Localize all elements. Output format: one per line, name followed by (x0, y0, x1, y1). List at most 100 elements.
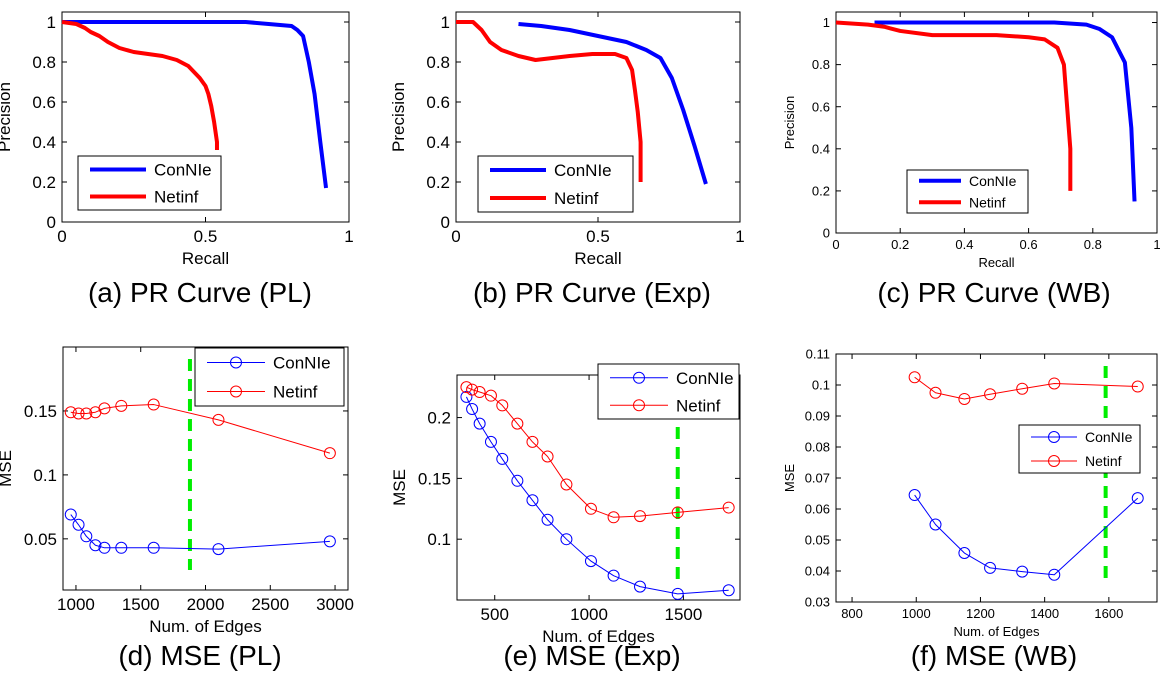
x-tick-label: 1 (1153, 237, 1160, 252)
data-point-netinf (511, 417, 524, 430)
data-point-netinf (473, 386, 486, 399)
y-axis-label: Precision (0, 82, 14, 152)
y-tick-label: 0.04 (805, 564, 830, 579)
data-point-connie (473, 417, 486, 430)
series-line-netinf (466, 386, 729, 518)
legend-box (597, 363, 740, 420)
data-point-connie (72, 518, 85, 531)
y-tick-label: 0.8 (812, 57, 830, 72)
x-tick-label: 0.6 (1020, 237, 1038, 252)
data-point-netinf (526, 435, 539, 448)
x-tick-label: 1500 (664, 605, 702, 624)
legend-label-connie: ConNIe (1085, 429, 1133, 445)
chart-caption: (f) MSE (WB) (911, 640, 1077, 671)
y-tick-label: 0.8 (32, 53, 56, 72)
legend-label-netinf: Netinf (154, 188, 199, 207)
data-point-connie (722, 584, 735, 597)
series-line-connie (465, 396, 729, 595)
data-point-connie (147, 541, 160, 554)
x-tick-label: 0 (57, 227, 66, 246)
y-tick-label: 1 (441, 13, 450, 32)
series-line-netinf (456, 20, 643, 182)
x-tick-label: 1400 (1030, 606, 1059, 621)
data-point-netinf (466, 383, 479, 396)
series-line-connie (518, 22, 708, 185)
legend-label-connie: ConNIe (273, 354, 331, 373)
data-point-netinf (584, 502, 597, 515)
data-point-connie (80, 530, 93, 543)
y-tick-label: 0.6 (32, 93, 56, 112)
y-tick-label: 0.4 (812, 141, 830, 156)
y-axis-label: MSE (782, 464, 797, 493)
y-tick-label: 0.8 (426, 53, 450, 72)
data-point-netinf (212, 413, 225, 426)
y-axis-label: Precision (782, 96, 797, 149)
y-tick-label: 0.2 (426, 173, 450, 192)
legend-label-netinf: Netinf (676, 396, 721, 415)
data-point-netinf (64, 406, 77, 419)
y-tick-label: 0.2 (427, 409, 451, 428)
y-tick-label: 0.09 (805, 409, 830, 424)
data-point-connie (929, 518, 942, 531)
series-line-connie (62, 20, 329, 189)
y-tick-label: 0 (823, 226, 830, 241)
data-point-netinf (671, 506, 684, 519)
y-tick-label: 0.2 (32, 173, 56, 192)
chart-c: 0 0.2 0.4 0.6 0.8 1 0 0.2 0.4 0.6 0.8 1 Recall Precis… (782, 11, 1161, 308)
x-tick-label: 0 (832, 237, 839, 252)
data-point-connie (526, 494, 539, 507)
y-axis-label: MSE (390, 469, 409, 506)
y-tick-label: 0.1 (812, 378, 830, 393)
legend-label-netinf: Netinf (273, 383, 318, 402)
series-line-connie (874, 20, 1137, 202)
legend-marker-netinf (1048, 455, 1060, 467)
series-line-netinf (70, 404, 331, 454)
plot-frame (835, 11, 1158, 234)
data-point-connie (541, 513, 554, 526)
data-point-netinf (1048, 377, 1061, 390)
plot-frame (835, 353, 1158, 603)
legend-box (1018, 424, 1141, 474)
y-tick-label: 0.4 (426, 133, 450, 152)
data-point-netinf (115, 399, 128, 412)
legend-label-connie: ConNIe (554, 161, 612, 180)
x-tick-label: 1 (735, 227, 744, 246)
data-point-netinf (496, 399, 509, 412)
data-point-netinf (607, 511, 620, 524)
data-point-connie (634, 580, 647, 593)
x-tick-label: 1000 (902, 606, 931, 621)
x-tick-label: 1200 (966, 606, 995, 621)
series-line-connie (70, 514, 330, 550)
legend: ConNIe Netinf (597, 363, 740, 420)
legend: ConNIe Netinf (194, 347, 345, 407)
y-tick-label: 0.11 (806, 347, 830, 362)
y-tick-label: 0.1 (33, 466, 57, 485)
data-point-netinf (634, 510, 647, 523)
x-axis-label: Recall (574, 249, 621, 268)
legend-label-connie: ConNIe (676, 369, 734, 388)
y-tick-label: 0.6 (812, 99, 830, 114)
data-point-netinf (984, 388, 997, 401)
y-tick-label: 0.03 (805, 595, 830, 610)
x-tick-label: 1600 (1094, 606, 1123, 621)
data-point-netinf (147, 398, 160, 411)
data-point-connie (466, 403, 479, 416)
data-point-connie (958, 547, 971, 560)
y-tick-label: 0.4 (32, 133, 56, 152)
data-point-netinf (929, 386, 942, 399)
y-tick-label: 0 (47, 213, 56, 232)
x-tick-label: 0.5 (194, 227, 218, 246)
y-tick-label: 0.6 (426, 93, 450, 112)
data-point-connie (560, 533, 573, 546)
x-tick-label: 3000 (316, 595, 354, 614)
y-axis-label: Precision (389, 82, 408, 152)
data-point-connie (607, 569, 620, 582)
legend-marker-netinf (230, 385, 242, 398)
y-tick-label: 0.07 (805, 471, 830, 486)
x-tick-label: 0.5 (586, 227, 610, 246)
data-point-netinf (72, 407, 85, 420)
data-point-connie (115, 541, 128, 554)
x-tick-label: 0.2 (891, 237, 909, 252)
y-tick-label: 0.08 (805, 440, 830, 455)
legend-marker-connie (633, 371, 645, 384)
